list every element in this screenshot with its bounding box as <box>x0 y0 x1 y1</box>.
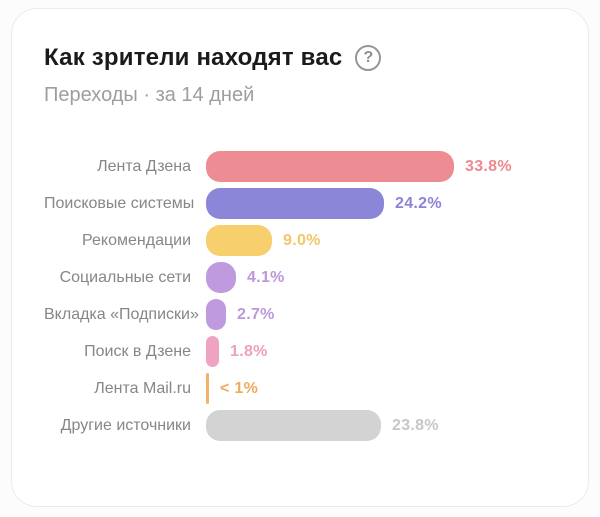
bar-track: < 1% <box>206 373 556 404</box>
bar[interactable] <box>206 151 454 182</box>
bar[interactable] <box>206 262 236 293</box>
bar[interactable] <box>206 410 381 441</box>
bar-track: 9.0% <box>206 225 556 256</box>
how-viewers-find-you-card: Как зрители находят вас ? Переходы · за … <box>11 8 589 507</box>
bar-value: 4.1% <box>247 268 285 286</box>
chart-row: Лента Mail.ru < 1% <box>44 370 556 407</box>
bar[interactable] <box>206 373 209 404</box>
chart-row: Рекомендации 9.0% <box>44 222 556 259</box>
chart-row: Вкладка «Подписки» 2.7% <box>44 296 556 333</box>
card-header: Как зрители находят вас ? <box>44 43 556 73</box>
bar-value: 1.8% <box>230 342 268 360</box>
bar-value: 2.7% <box>237 305 275 323</box>
page-title: Как зрители находят вас <box>44 44 343 71</box>
bar-label: Вкладка «Подписки» <box>44 305 199 323</box>
help-icon[interactable]: ? <box>355 45 382 71</box>
bar-chart: Лента Дзена 33.8% Поисковые системы 24.2… <box>44 148 556 444</box>
bar-value: 33.8% <box>465 157 512 175</box>
bar-label: Лента Mail.ru <box>94 379 191 397</box>
bar-track: 33.8% <box>206 151 556 182</box>
bar-value: 23.8% <box>392 416 439 434</box>
chart-row: Лента Дзена 33.8% <box>44 148 556 185</box>
bar[interactable] <box>206 336 219 367</box>
bar-label: Лента Дзена <box>97 157 191 175</box>
chart-row: Поиск в Дзене 1.8% <box>44 333 556 370</box>
bar-label: Социальные сети <box>59 268 191 286</box>
bar-value: 9.0% <box>283 231 321 249</box>
bar-label: Рекомендации <box>82 231 191 249</box>
chart-row: Поисковые системы 24.2% <box>44 185 556 222</box>
chart-row: Другие источники 23.8% <box>44 407 556 444</box>
bar-label: Поиск в Дзене <box>84 342 191 360</box>
bar[interactable] <box>206 188 384 219</box>
bar-track: 23.8% <box>206 410 556 441</box>
bar-label: Поисковые системы <box>44 194 195 212</box>
chart-row: Социальные сети 4.1% <box>44 259 556 296</box>
bar[interactable] <box>206 299 226 330</box>
bar-label: Другие источники <box>60 416 191 434</box>
bar-track: 1.8% <box>206 336 556 367</box>
bar-track: 24.2% <box>206 188 556 219</box>
bar-track: 2.7% <box>206 299 556 330</box>
bar[interactable] <box>206 225 272 256</box>
bar-value: 24.2% <box>395 194 442 212</box>
chart-subtitle: Переходы · за 14 дней <box>44 84 255 106</box>
bar-value: < 1% <box>220 379 259 397</box>
bar-track: 4.1% <box>206 262 556 293</box>
